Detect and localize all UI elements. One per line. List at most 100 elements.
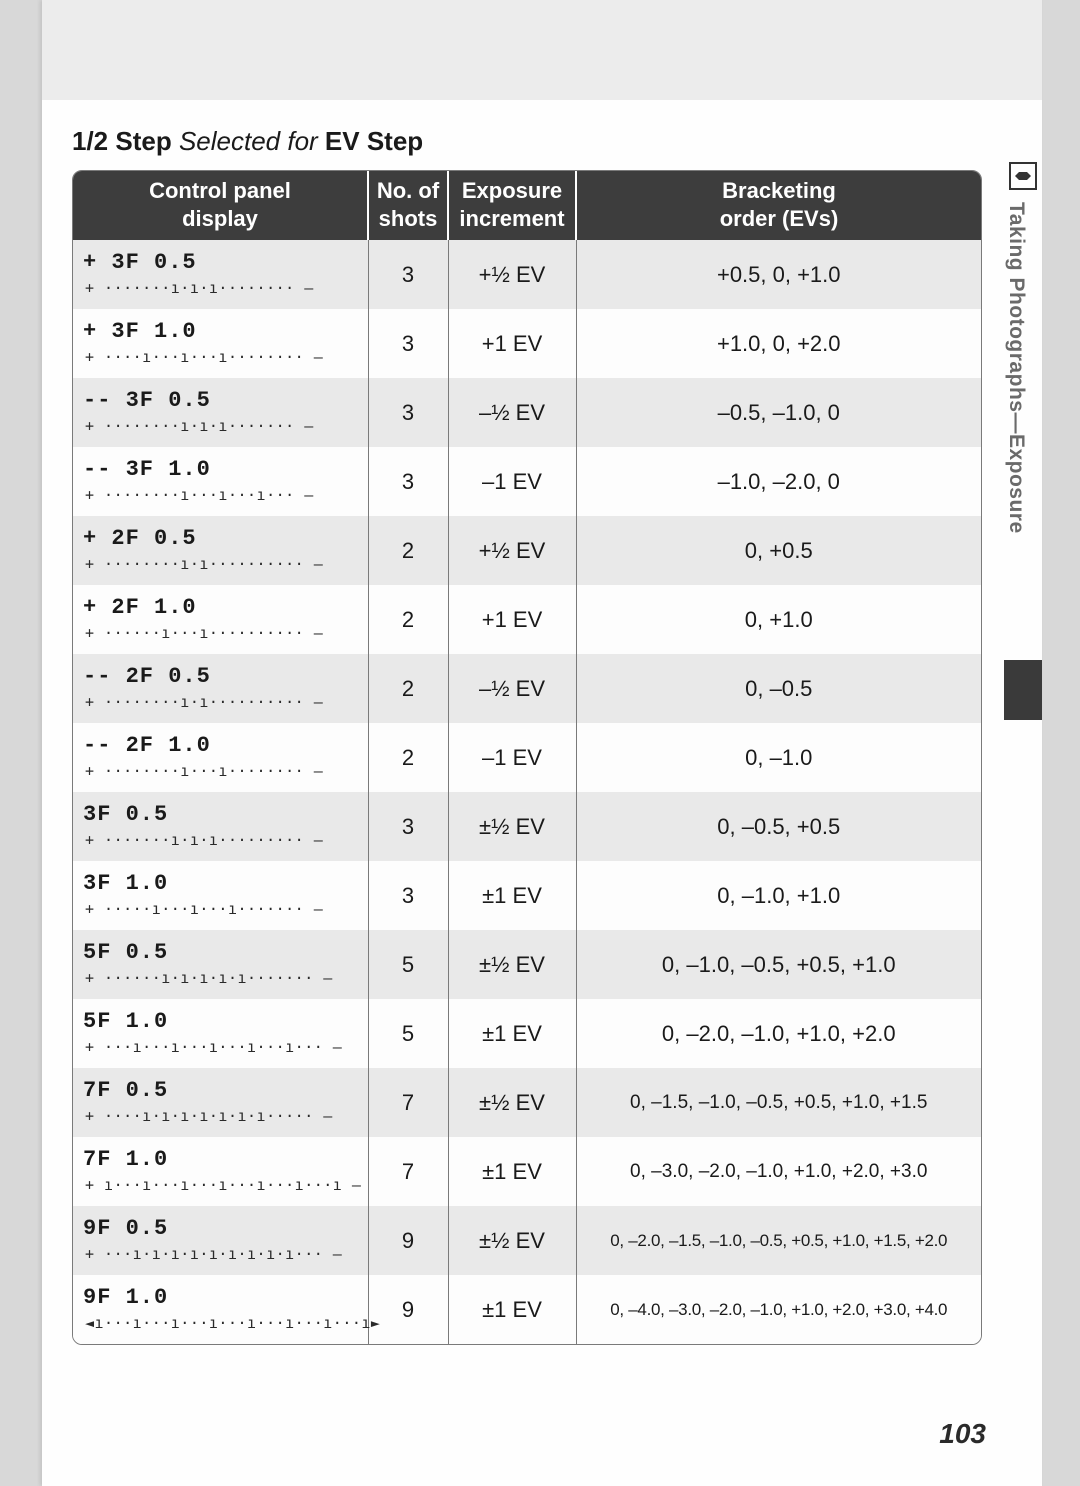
cell-order: 0, –2.0, –1.0, +1.0, +2.0 bbox=[576, 999, 981, 1068]
cell-order: +0.5, 0, +1.0 bbox=[576, 240, 981, 309]
cell-order: 0, –2.0, –1.5, –1.0, –0.5, +0.5, +1.0, +… bbox=[576, 1206, 981, 1275]
cell-shots: 3 bbox=[368, 309, 448, 378]
table-row: 7F 0.5 + ····ı·ı·ı·ı·ı·ı·ı····· – 7±½ EV0,… bbox=[73, 1068, 981, 1137]
table-row: -- 3F 0.5+ ········ı·ı·ı······· –3–½ EV–… bbox=[73, 378, 981, 447]
heading-prefix: 1/2 Step bbox=[72, 126, 172, 156]
heading-suffix: EV Step bbox=[325, 126, 423, 156]
table-header-row: Control paneldisplay No. ofshots Exposur… bbox=[73, 171, 981, 240]
display-code: + 2F 1.0 bbox=[83, 595, 197, 620]
display-code: -- 3F 1.0 bbox=[83, 457, 211, 482]
col-order: Bracketingorder (EVs) bbox=[576, 171, 981, 240]
cell-shots: 5 bbox=[368, 930, 448, 999]
table-row: -- 2F 1.0+ ········ı···ı········ –2–1 EV… bbox=[73, 723, 981, 792]
cell-display: -- 2F 0.5 + ········ı·ı·········· – bbox=[73, 654, 368, 723]
side-tab-label: Taking Photographs—Exposure bbox=[1004, 198, 1028, 534]
cell-display: + 2F 0.5+ ········ı·ı·········· – bbox=[73, 516, 368, 585]
table-row: 7F 1.0 + ı···ı···ı···ı···ı···ı···ı – 7±1 E… bbox=[73, 1137, 981, 1206]
cell-order: 0, –0.5 bbox=[576, 654, 981, 723]
display-bar-icon: + ········ı···ı···ı··· – bbox=[85, 486, 314, 504]
cell-increment: ±1 EV bbox=[448, 999, 576, 1068]
display-code: + 3F 0.5 bbox=[83, 250, 197, 275]
cell-display: 3F 1.0 + ·····ı···ı···ı······· – bbox=[73, 861, 368, 930]
cell-display: + 3F 0.5 + ·······ı·ı·ı········ – bbox=[73, 240, 368, 309]
cell-increment: +1 EV bbox=[448, 309, 576, 378]
display-code: -- 2F 0.5 bbox=[83, 664, 211, 689]
display-bar-icon: + ı···ı···ı···ı···ı···ı···ı – bbox=[85, 1176, 361, 1194]
display-code: 5F 0.5 bbox=[83, 940, 195, 965]
display-code: 3F 0.5 bbox=[83, 802, 195, 827]
display-bar-icon: + ·······ı·ı·ı········· – bbox=[85, 831, 323, 849]
display-bar-icon: + ······ı·ı·ı·ı·ı······· – bbox=[85, 969, 333, 987]
cell-increment: ±1 EV bbox=[448, 1275, 576, 1344]
table-row: + 2F 1.0+ ······ı···ı·········· –2+1 EV0… bbox=[73, 585, 981, 654]
cell-increment: +½ EV bbox=[448, 240, 576, 309]
display-bar-icon: + ········ı·ı·········· – bbox=[85, 555, 323, 573]
display-bar-icon: + ·······ı·ı·ı········ – bbox=[85, 279, 314, 297]
display-bar-icon: + ···ı···ı···ı···ı···ı··· – bbox=[85, 1038, 342, 1056]
cell-increment: +½ EV bbox=[448, 516, 576, 585]
table-row: 9F 0.5+ ···ı·ı·ı·ı·ı·ı·ı·ı·ı··· –9±½ EV0… bbox=[73, 1206, 981, 1275]
cell-shots: 3 bbox=[368, 447, 448, 516]
cell-display: -- 2F 1.0 + ········ı···ı········ – bbox=[73, 723, 368, 792]
display-code: 9F 1.0 bbox=[83, 1285, 195, 1310]
display-bar-icon: + ·····ı···ı···ı······· – bbox=[85, 900, 323, 918]
cell-increment: –1 EV bbox=[448, 723, 576, 792]
cell-display: + 3F 1.0 + ····ı···ı···ı········ – bbox=[73, 309, 368, 378]
cell-order: 0, –1.5, –1.0, –0.5, +0.5, +1.0, +1.5 bbox=[576, 1068, 981, 1137]
section-heading: 1/2 Step Selected for EV Step bbox=[72, 126, 423, 157]
cell-display: 7F 1.0 + ı···ı···ı···ı···ı···ı···ı – bbox=[73, 1137, 368, 1206]
table-row: 3F 0.5+ ·······ı·ı·ı········· –3±½ EV0, … bbox=[73, 792, 981, 861]
display-code: 3F 1.0 bbox=[83, 871, 195, 896]
cell-shots: 5 bbox=[368, 999, 448, 1068]
cell-increment: ±½ EV bbox=[448, 792, 576, 861]
display-bar-icon: + ····ı···ı···ı········ – bbox=[85, 348, 323, 366]
display-bar-icon: + ····ı·ı·ı·ı·ı·ı·ı····· – bbox=[85, 1107, 333, 1125]
display-code: + 3F 1.0 bbox=[83, 319, 197, 344]
cell-shots: 2 bbox=[368, 516, 448, 585]
cell-display: 5F 0.5 + ······ı·ı·ı·ı·ı······· – bbox=[73, 930, 368, 999]
display-code: 7F 1.0 bbox=[83, 1147, 195, 1172]
display-bar-icon: + ········ı···ı········ – bbox=[85, 762, 323, 780]
cell-order: 0, –3.0, –2.0, –1.0, +1.0, +2.0, +3.0 bbox=[576, 1137, 981, 1206]
cell-increment: ±1 EV bbox=[448, 861, 576, 930]
table-row: 3F 1.0 + ·····ı···ı···ı······· – 3±1 EV0, … bbox=[73, 861, 981, 930]
cell-increment: ±1 EV bbox=[448, 1137, 576, 1206]
cell-display: 9F 0.5+ ···ı·ı·ı·ı·ı·ı·ı·ı·ı··· – bbox=[73, 1206, 368, 1275]
cell-display: + 2F 1.0 + ······ı···ı·········· – bbox=[73, 585, 368, 654]
cell-shots: 9 bbox=[368, 1206, 448, 1275]
exposure-icon bbox=[1009, 162, 1037, 190]
page-number: 103 bbox=[939, 1418, 986, 1450]
cell-display: 5F 1.0 + ···ı···ı···ı···ı···ı··· – bbox=[73, 999, 368, 1068]
cell-shots: 9 bbox=[368, 1275, 448, 1344]
display-bar-icon: + ········ı·ı·········· – bbox=[85, 693, 323, 711]
cell-shots: 7 bbox=[368, 1137, 448, 1206]
table-row: 9F 1.0 ◄ı···ı···ı···ı···ı···ı···ı···ı►9±1… bbox=[73, 1275, 981, 1344]
table-row: + 3F 0.5 + ·······ı·ı·ı········ – 3+½ EV+0… bbox=[73, 240, 981, 309]
col-shots: No. ofshots bbox=[368, 171, 448, 240]
display-code: 5F 1.0 bbox=[83, 1009, 195, 1034]
table-row: -- 3F 1.0+ ········ı···ı···ı··· –3–1 EV–… bbox=[73, 447, 981, 516]
table-row: -- 2F 0.5+ ········ı·ı·········· –2–½ EV… bbox=[73, 654, 981, 723]
top-band bbox=[42, 0, 1042, 100]
cell-order: 0, –1.0 bbox=[576, 723, 981, 792]
display-bar-icon: + ······ı···ı·········· – bbox=[85, 624, 323, 642]
display-bar-icon: + ········ı·ı·ı······· – bbox=[85, 417, 314, 435]
cell-order: 0, –1.0, +1.0 bbox=[576, 861, 981, 930]
side-tab: Taking Photographs—Exposure bbox=[1004, 162, 1042, 542]
cell-shots: 2 bbox=[368, 654, 448, 723]
cell-order: 0, –0.5, +0.5 bbox=[576, 792, 981, 861]
cell-shots: 3 bbox=[368, 861, 448, 930]
display-code: -- 3F 0.5 bbox=[83, 388, 211, 413]
cell-order: 0, –1.0, –0.5, +0.5, +1.0 bbox=[576, 930, 981, 999]
cell-display: 7F 0.5 + ····ı·ı·ı·ı·ı·ı·ı····· – bbox=[73, 1068, 368, 1137]
cell-increment: ±½ EV bbox=[448, 1068, 576, 1137]
display-bar-icon: ◄ı···ı···ı···ı···ı···ı···ı···ı► bbox=[85, 1314, 380, 1332]
cell-shots: 3 bbox=[368, 240, 448, 309]
col-increment: Exposureincrement bbox=[448, 171, 576, 240]
cell-increment: +1 EV bbox=[448, 585, 576, 654]
display-bar-icon: + ···ı·ı·ı·ı·ı·ı·ı·ı·ı··· – bbox=[85, 1245, 342, 1263]
cell-increment: –½ EV bbox=[448, 378, 576, 447]
display-code: -- 2F 1.0 bbox=[83, 733, 211, 758]
cell-shots: 7 bbox=[368, 1068, 448, 1137]
display-code: 7F 0.5 bbox=[83, 1078, 195, 1103]
